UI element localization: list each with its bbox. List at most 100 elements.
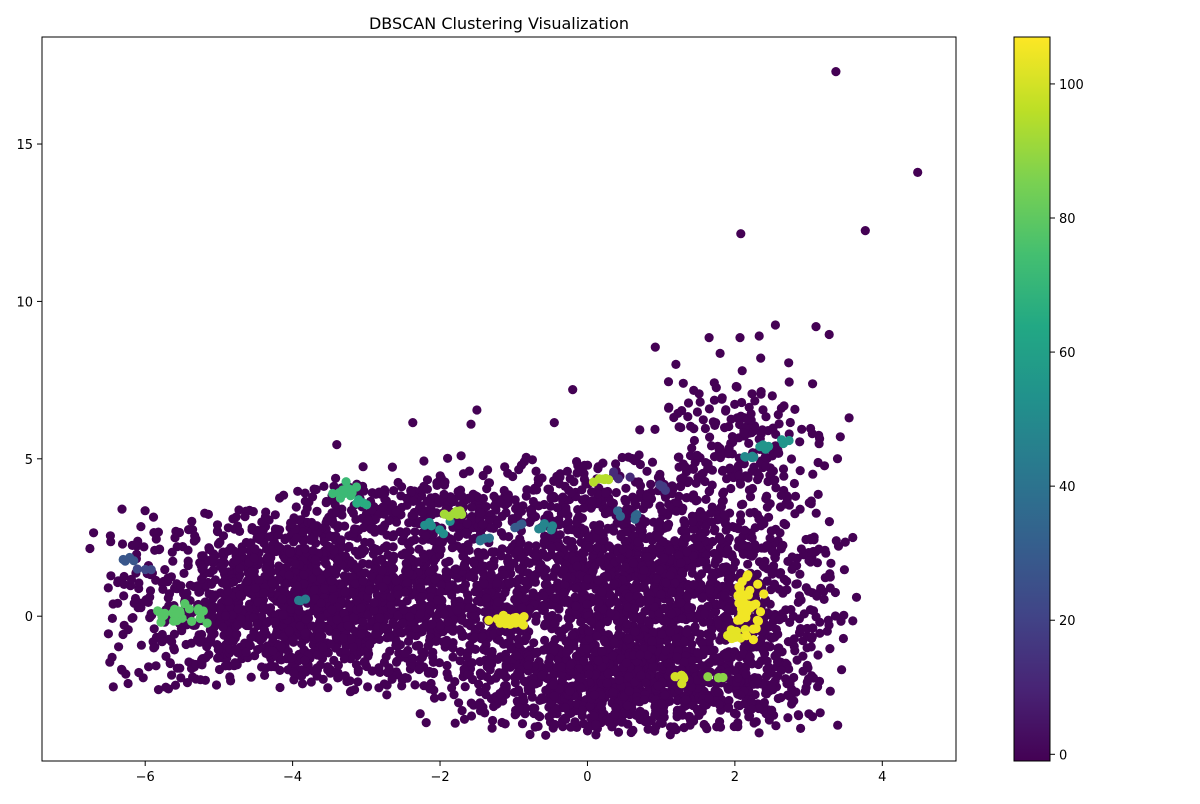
noise-point [640,606,650,617]
noise-point [634,450,644,460]
noise-point [260,670,270,681]
noise-point [259,602,269,612]
noise-point [785,617,795,628]
noise-point [198,563,208,573]
noise-point [499,639,509,649]
noise-point [106,571,116,581]
noise-point [825,644,835,654]
noise-point [621,708,631,719]
noise-point [312,650,322,660]
noise-point [474,679,484,689]
noise-point [831,536,841,546]
noise-point [773,671,783,681]
noise-point [329,655,339,666]
noise-point [610,709,620,719]
noise-point [298,527,308,537]
noise-point [723,574,734,584]
noise-point [798,666,808,676]
noise-point [249,553,259,563]
noise-point [456,451,466,461]
noise-point [348,642,358,652]
noise-point [837,665,847,675]
noise-point [250,544,260,554]
noise-point [475,687,485,697]
noise-point [207,612,217,622]
noise-point [452,605,462,615]
noise-point [553,655,563,665]
noise-point [288,634,298,644]
noise-point [198,551,208,561]
noise-point [246,633,256,643]
noise-point [589,711,599,721]
noise-point [659,603,669,613]
noise-point [525,604,535,614]
noise-point [648,544,658,555]
noise-point [455,647,466,657]
noise-point [602,678,612,689]
noise-point [702,724,712,734]
noise-point [689,424,699,434]
noise-point [555,530,565,540]
noise-point [499,569,509,580]
noise-point [320,556,330,566]
noise-point [740,525,750,535]
noise-point [630,627,640,637]
noise-point [365,538,375,548]
noise-point [559,587,569,598]
noise-point [234,505,244,515]
noise-point [791,579,801,589]
noise-point [604,507,614,517]
noise-point [489,491,499,501]
noise-point [599,635,609,645]
noise-point [683,398,694,408]
noise-point [547,543,557,553]
noise-point [685,720,695,730]
noise-point [185,580,195,590]
noise-point [699,609,710,619]
noise-point [163,593,173,603]
noise-point [241,647,251,658]
noise-point [803,586,814,596]
noise-point [123,678,133,689]
noise-point [621,483,631,493]
noise-point [744,438,754,448]
noise-point [747,533,757,543]
noise-point [161,682,171,692]
noise-point [769,579,780,589]
noise-point [689,385,699,395]
noise-point [513,634,523,644]
noise-point [571,601,581,611]
noise-point [570,592,580,602]
noise-point [581,644,592,654]
noise-point [541,685,551,696]
noise-point [569,477,579,487]
noise-point [316,574,326,584]
noise-point [756,387,766,397]
noise-point [486,569,496,580]
noise-point [562,466,573,476]
noise-point [617,452,627,463]
noise-point [727,552,738,562]
noise-point [233,620,243,630]
noise-point [375,667,385,678]
noise-point [346,634,356,644]
noise-point [436,587,446,597]
noise-point [459,561,469,571]
noise-point [350,685,360,695]
noise-point [259,588,269,598]
noise-point [240,511,250,522]
noise-point [290,559,300,569]
noise-point [223,586,233,597]
noise-point [316,598,326,608]
noise-point [292,581,302,592]
noise-point [765,533,775,543]
noise-point [443,672,453,683]
noise-point [469,558,479,568]
noise-point [687,639,697,649]
noise-point [537,670,547,681]
noise-point [539,591,549,601]
noise-point [443,453,453,463]
noise-point [790,491,801,501]
noise-point [605,597,615,607]
noise-point [338,633,348,643]
